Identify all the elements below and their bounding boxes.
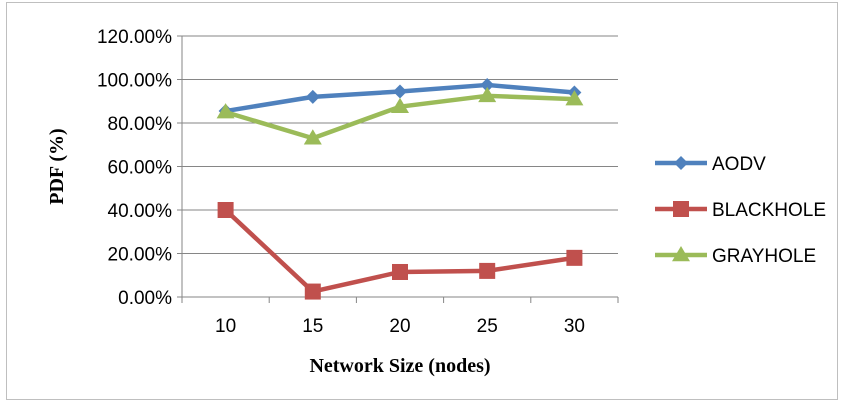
aodv-point (305, 89, 320, 104)
blackhole-point (304, 283, 321, 300)
y-axis-title: PDF (%) (46, 128, 68, 204)
x-tick-label: 15 (302, 316, 323, 337)
blackhole-point (392, 263, 408, 280)
legend-marker-grayhole (672, 246, 690, 262)
blackhole-point (217, 202, 234, 218)
legend-label-blackhole: BLACKHOLE (712, 200, 826, 221)
grayhole-point (565, 90, 584, 106)
legend-marker-aodv (674, 156, 688, 170)
grayhole-point (478, 86, 497, 103)
y-axis-ticks: 0.00% 20.00% 40.00% 60.00% 80.00% 100.00% 120.… (97, 27, 172, 309)
y-tick-label: 120.00% (97, 27, 172, 48)
blackhole-point (566, 249, 583, 266)
y-tick-label: 0.00% (118, 288, 172, 309)
y-tick-label: 60.00% (108, 158, 173, 179)
x-tick-label: 10 (215, 316, 236, 337)
legend-label-aodv: AODV (712, 154, 766, 175)
y-tick-label: 40.00% (108, 201, 173, 222)
chart-frame (6, 2, 838, 400)
grayhole-point (391, 97, 409, 113)
series-grayhole (216, 86, 584, 145)
x-axis-title: Network Size (nodes) (309, 355, 490, 377)
x-tick-label: 30 (564, 316, 585, 337)
gridlines (177, 35, 618, 298)
series-blackhole (217, 202, 583, 300)
aodv-point (393, 84, 407, 99)
legend-marker-blackhole (673, 201, 689, 217)
x-axis: 10 15 20 25 30 (181, 36, 619, 337)
y-tick-label: 80.00% (108, 114, 173, 135)
y-tick-label: 20.00% (108, 245, 173, 266)
y-tick-label: 100.00% (97, 71, 172, 92)
grayhole-point (216, 103, 235, 119)
series-layer (216, 77, 584, 300)
x-tick-label: 25 (477, 316, 498, 337)
blackhole-point (479, 262, 496, 279)
aodv-point (480, 77, 495, 92)
grayhole-point (303, 129, 322, 145)
x-tick-label: 20 (389, 316, 410, 337)
legend-label-grayhole: GRAYHOLE (712, 246, 816, 267)
legend: AODV BLACKHOLE GRAYHOLE (655, 154, 826, 267)
